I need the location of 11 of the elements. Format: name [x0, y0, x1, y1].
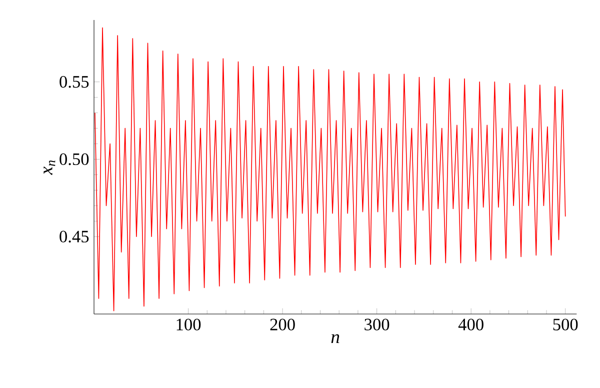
x-tick-label: 500 — [553, 318, 578, 330]
x-axis-title: n — [331, 334, 340, 344]
y-tick-label: 0.50 — [60, 153, 89, 166]
y-tick-label: 0.55 — [60, 76, 89, 88]
y-tick-label: 0.45 — [60, 230, 89, 243]
x-tick-label: 300 — [364, 318, 390, 330]
x-tick-label: 400 — [458, 318, 484, 330]
line-series — [94, 27, 566, 312]
x-tick-label: 200 — [270, 318, 295, 330]
x-tick-label: 100 — [176, 318, 201, 330]
y-axis-title: x$_{n}$ — [44, 160, 56, 175]
